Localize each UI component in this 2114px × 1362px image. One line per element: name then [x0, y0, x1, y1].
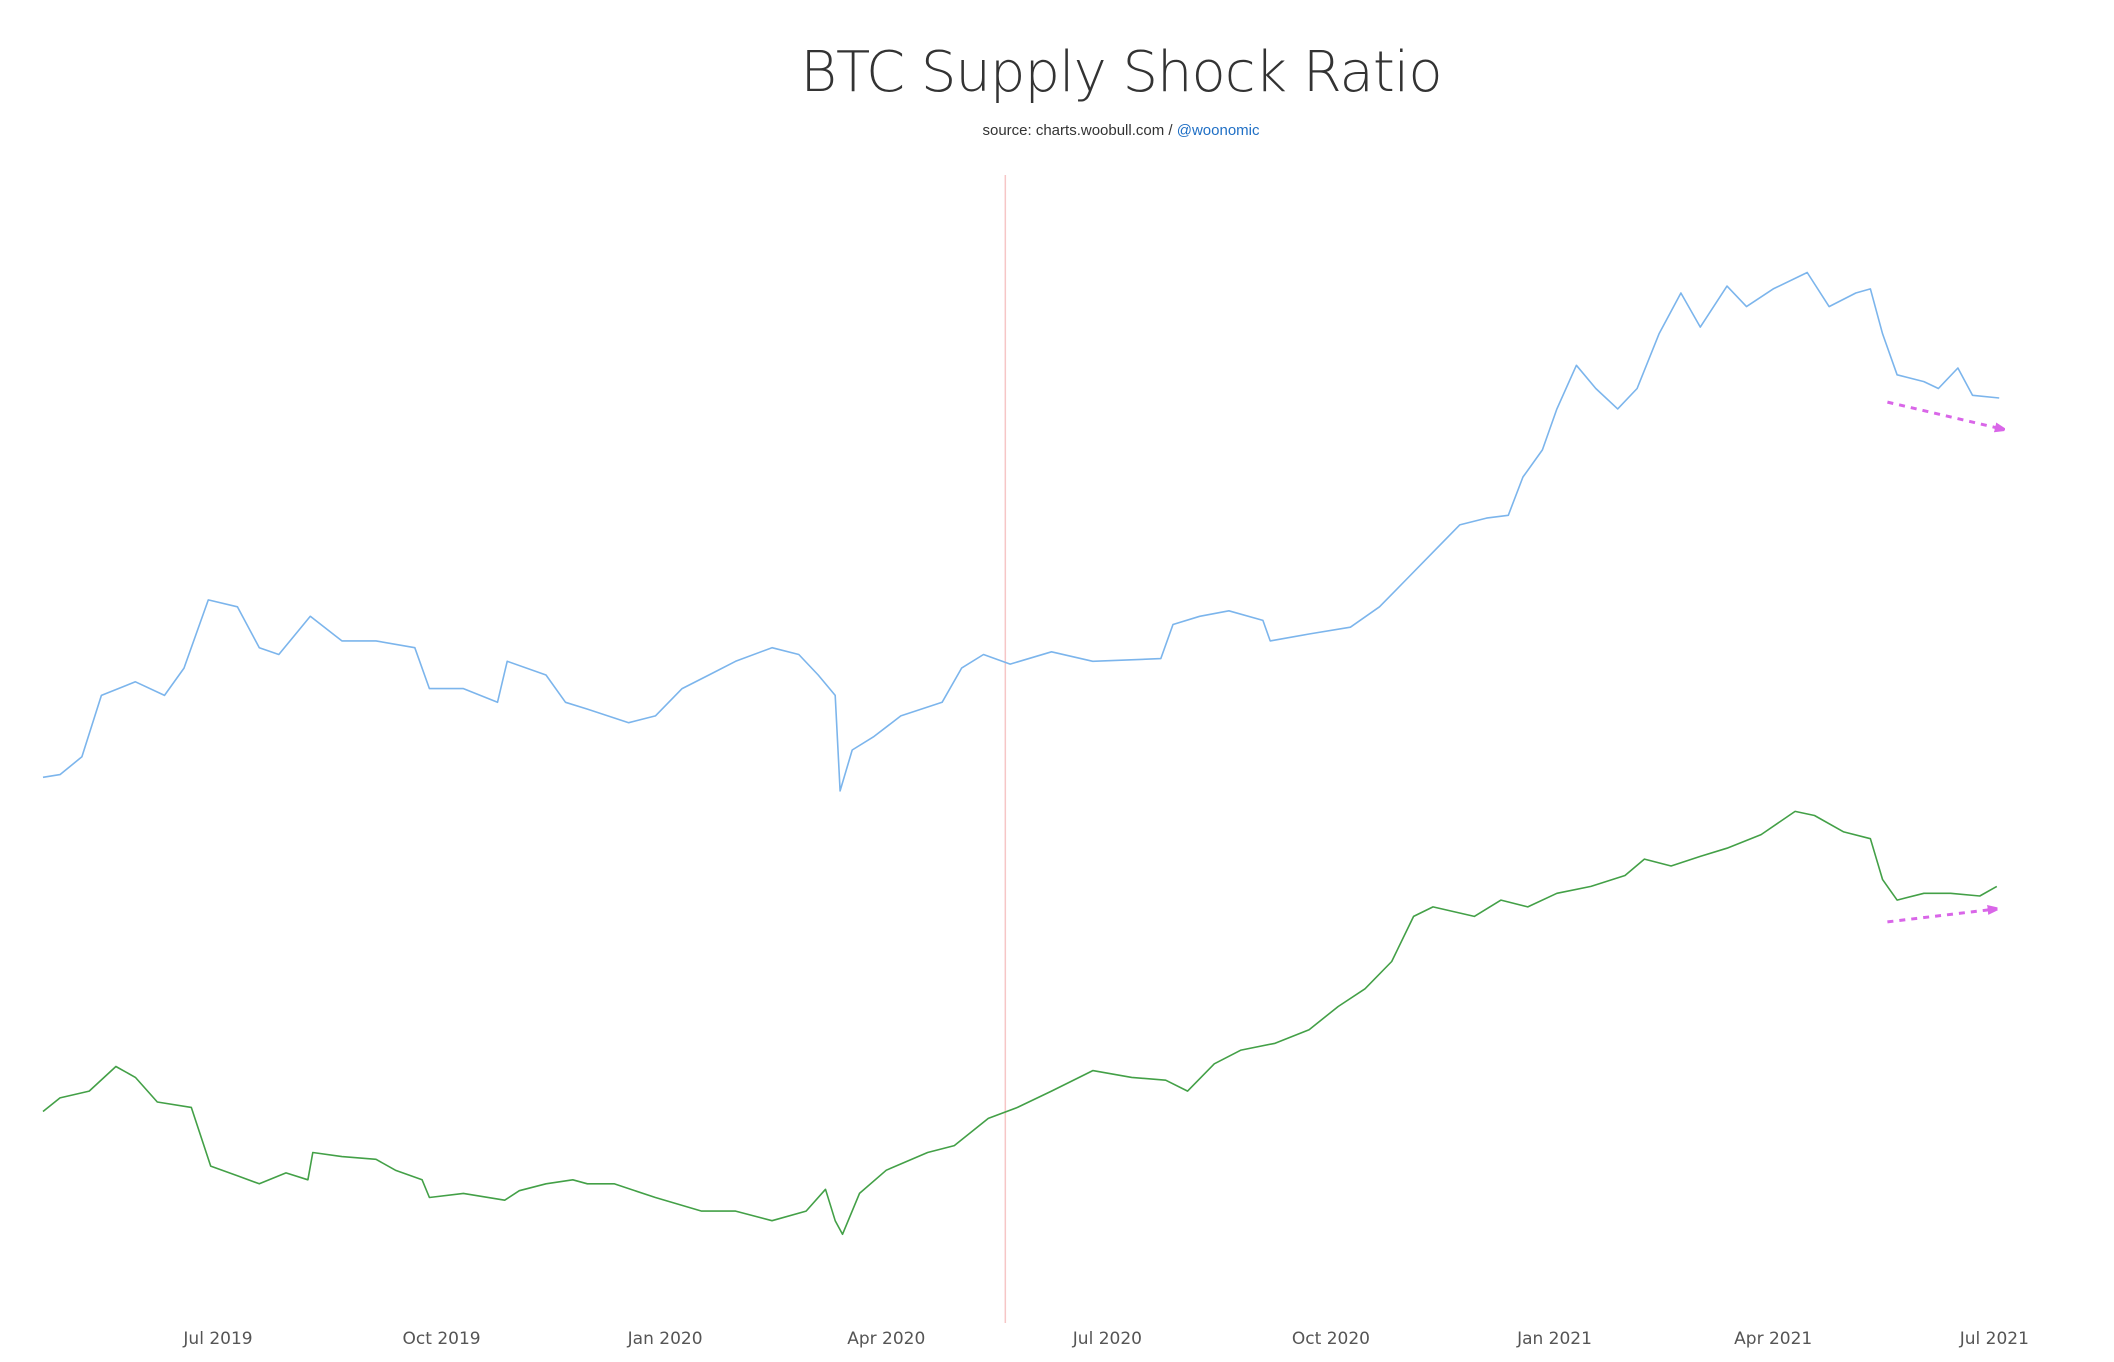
x-tick-label: Jul 2021	[1959, 1329, 2029, 1349]
x-tick-label: Jul 2019	[182, 1329, 252, 1349]
x-tick-label: Oct 2020	[1292, 1329, 1370, 1349]
x-tick-label: Jan 2021	[1516, 1329, 1592, 1349]
x-tick-label: Jul 2020	[1072, 1329, 1142, 1349]
subtitle-author-link[interactable]: @woonomic	[1176, 122, 1260, 139]
chart-title: BTC Supply Shock Ratio	[800, 40, 1442, 105]
trend-arrow-0	[1887, 400, 2001, 429]
trend-arrow-1	[1887, 909, 1993, 924]
x-tick-label: Jan 2020	[627, 1329, 703, 1349]
chart-subtitle: source: charts.woobull.com / @woonomic	[0, 122, 2114, 139]
x-tick-label: Oct 2019	[403, 1329, 481, 1349]
subtitle-source: source: charts.woobull.com /	[982, 122, 1177, 139]
x-tick-label: Apr 2021	[1734, 1329, 1812, 1349]
blue-series-line	[42, 271, 2000, 792]
x-tick-label: Apr 2020	[847, 1329, 925, 1349]
green-series-line	[42, 810, 1998, 1236]
